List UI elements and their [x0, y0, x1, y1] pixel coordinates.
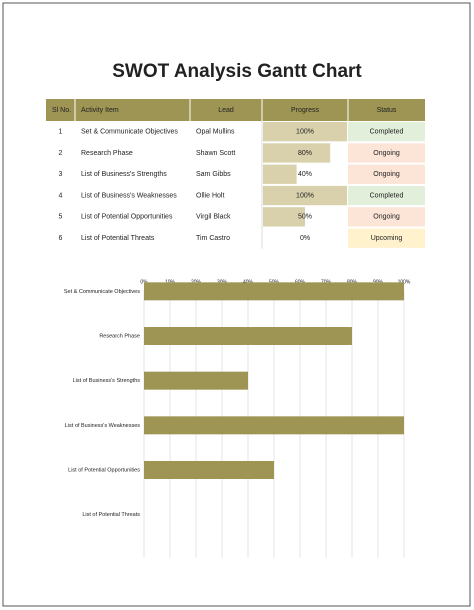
x-tick-label: 70% — [321, 279, 332, 285]
table-cell: 50% — [298, 214, 312, 221]
table-cell: Ollie Holt — [196, 192, 224, 199]
y-tick-label: Research Phase — [99, 333, 140, 339]
table-cell: 100% — [296, 128, 314, 135]
table-cell: 6 — [59, 235, 63, 242]
x-tick-label: 40% — [243, 279, 254, 285]
table-cell: Upcoming — [371, 235, 403, 242]
table-cell: Sam Gibbs — [196, 171, 231, 178]
table-cell: 80% — [298, 150, 312, 157]
progress-bar — [263, 143, 331, 163]
table-cell: Opal Mullins — [196, 128, 235, 135]
table-cell: List of Potential Threats — [81, 235, 155, 242]
table-cell: Ongoing — [373, 214, 400, 221]
bar — [144, 416, 404, 435]
table-cell: List of Business's Weaknesses — [81, 192, 177, 199]
table-cell: Set & Communicate Objectives — [81, 128, 178, 135]
table-cell: Completed — [370, 128, 404, 135]
table-cell: 100% — [296, 192, 314, 199]
y-tick-label: List of Potential Opportunities — [68, 467, 140, 473]
x-tick-label: 80% — [347, 279, 358, 285]
bar — [144, 461, 274, 479]
header-cell: Lead — [218, 107, 234, 114]
bar — [144, 371, 248, 390]
table-cell: 3 — [59, 171, 63, 178]
x-tick-label: 10% — [165, 279, 176, 285]
x-tick-label: 100% — [398, 279, 411, 285]
y-tick-label: Set & Communicate Objectives — [64, 289, 140, 295]
x-tick-label: 90% — [373, 279, 384, 285]
table-header — [46, 99, 425, 121]
title: SWOT Analysis Gantt Chart — [112, 61, 362, 82]
y-tick-label: List of Potential Threats — [82, 512, 140, 518]
status-cell — [348, 143, 425, 163]
status-cell — [348, 122, 425, 142]
x-tick-label: 60% — [295, 279, 306, 285]
header-cell: Status — [377, 107, 397, 114]
progress-bar — [263, 207, 305, 227]
header-cell: Activity Item — [81, 107, 119, 114]
progress-bar — [263, 185, 347, 206]
y-tick-label: List of Business's Weaknesses — [65, 423, 140, 429]
table-cell: Tim Castro — [196, 235, 230, 242]
bar — [144, 282, 404, 301]
table-cell: 4 — [59, 192, 63, 199]
table-cell: Ongoing — [373, 171, 400, 178]
table-cell: 1 — [59, 128, 63, 135]
status-cell — [348, 185, 425, 206]
table-cell: List of Potential Opportunities — [81, 214, 173, 221]
table-cell: 5 — [59, 214, 63, 221]
y-tick-label: List of Business's Strengths — [73, 378, 141, 384]
progress-bar — [263, 164, 297, 184]
bar — [144, 327, 352, 345]
x-tick-label: 0% — [140, 279, 148, 285]
table-cell: Research Phase — [81, 150, 133, 157]
status-cell — [348, 207, 425, 227]
x-tick-label: 50% — [269, 279, 280, 285]
header-cell: Progress — [291, 107, 320, 114]
status-cell — [348, 164, 425, 184]
header-cell: Sl No. — [52, 107, 71, 114]
table-cell: 2 — [59, 150, 63, 157]
table-cell: List of Business's Strengths — [81, 171, 167, 178]
table-cell: 40% — [298, 171, 312, 178]
status-cell — [348, 228, 425, 248]
table-cell: Virgil Black — [196, 214, 231, 221]
x-tick-label: 30% — [217, 279, 228, 285]
table-cell: Shawn Scott — [196, 150, 235, 157]
table-cell: Completed — [370, 192, 404, 199]
progress-bar — [263, 122, 347, 142]
table-cell: Ongoing — [373, 150, 400, 157]
table-cell: 0% — [300, 235, 310, 242]
x-tick-label: 20% — [191, 279, 202, 285]
